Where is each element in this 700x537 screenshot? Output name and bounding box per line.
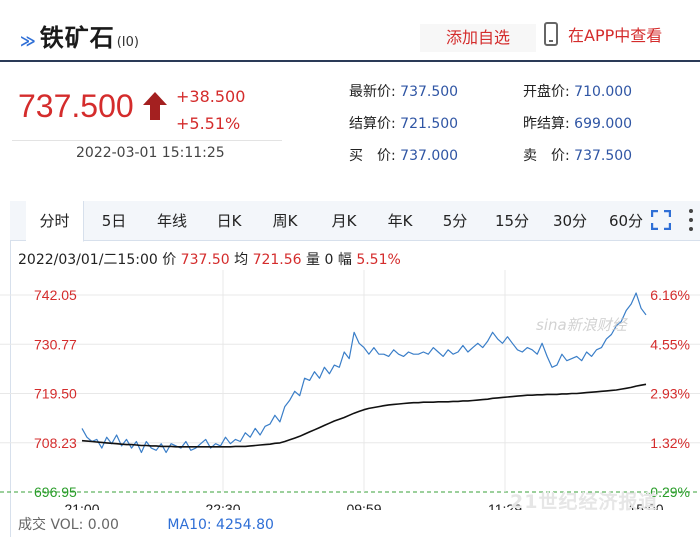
quote-timestamp: 2022-03-01 15:11:25 [76, 145, 225, 161]
more-icon[interactable] [688, 208, 694, 232]
last-price: 737.500 [18, 88, 134, 124]
stat-ask: 卖 价: 737.500 [523, 145, 632, 165]
stat-label: 卖 价: [523, 148, 570, 164]
stat-open: 开盘价: 710.000 [523, 81, 632, 101]
tab-monthly-k[interactable]: 月K [331, 212, 357, 230]
y-tick-right: 6.16% [650, 287, 690, 303]
add-favorite-button[interactable]: 添加自选 [420, 24, 536, 52]
stat-label: 最新价: [349, 84, 396, 100]
volume-info-line: 成交 VOL: 0.00 MA10: 4254.80 [18, 514, 274, 534]
stat-value: 737.500 [400, 84, 459, 100]
y-tick-left: 719.50 [34, 386, 77, 402]
y-tick-right: 2.93% [650, 386, 690, 402]
publisher-watermark: 21世纪经济报道 [510, 491, 659, 513]
sina-watermark: sina新浪财经 [536, 316, 627, 334]
tab-daily-k[interactable]: 日K [216, 212, 242, 230]
info-amp-label: 幅 [337, 252, 352, 268]
stat-bid: 买 价: 737.000 [349, 145, 458, 165]
y-tick-left: 730.77 [34, 336, 77, 352]
stat-label: 结算价: [349, 116, 396, 132]
info-price-label: 价 [162, 252, 177, 268]
header-bar: ≫ 铁矿石 (I0) 添加自选 在APP中查看 [0, 0, 700, 62]
open-app-label: 在APP中查看 [568, 26, 663, 45]
y-tick-right: -0.29% [646, 484, 690, 500]
stat-value: 737.500 [574, 148, 633, 164]
stat-prev-settle: 昨结算: 699.000 [523, 113, 632, 133]
tab-5day[interactable]: 5日 [101, 212, 127, 230]
stat-value: 737.000 [400, 148, 459, 164]
price-line [81, 292, 647, 454]
up-arrow-icon [143, 92, 167, 120]
cursor-info-line: 2022/03/01/二15:00 价 737.50 均 721.56 量 0 … [18, 249, 401, 269]
stat-label: 昨结算: [523, 116, 570, 132]
intraday-chart: 742.05 6.16% 730.77 4.55% 719.50 2.93% 708.23 1… [0, 270, 700, 510]
contract-code: (I0) [116, 35, 139, 50]
info-price: 737.50 [180, 252, 230, 268]
stat-latest: 最新价: 737.500 [349, 81, 458, 101]
x-tick-label: 21:00 [64, 501, 99, 510]
tab-30min[interactable]: 30分 [552, 212, 588, 230]
stat-value: 710.000 [574, 84, 633, 100]
info-avg-label: 均 [234, 252, 249, 268]
tab-intraday[interactable]: 分时 [26, 201, 84, 242]
avg-price-line [81, 383, 647, 448]
info-vol: 0 [324, 252, 334, 268]
quote-divider [12, 140, 282, 141]
volume-value: VOL: 0.00 [50, 517, 119, 533]
info-vol-label: 量 [306, 252, 321, 268]
x-tick-label: 22:30 [205, 501, 240, 510]
tab-weekly-k[interactable]: 周K [272, 212, 298, 230]
info-amp: 5.51% [356, 252, 401, 268]
info-date: 2022/03/01/二15:00 [18, 252, 158, 268]
phone-icon [544, 22, 558, 46]
y-tick-left: 708.23 [34, 435, 77, 451]
tab-5min[interactable]: 5分 [442, 212, 468, 230]
open-app-button[interactable]: 在APP中查看 [544, 22, 662, 46]
double-chevron-icon: ≫ [20, 32, 36, 50]
stat-settle: 结算价: 721.500 [349, 113, 458, 133]
period-tabs: 分时 5日 年线 日K 周K 月K 年K 5分 15分 30分 60分 [10, 201, 700, 242]
tab-15min[interactable]: 15分 [494, 212, 530, 230]
stat-value: 699.000 [574, 116, 633, 132]
info-avg: 721.56 [252, 252, 302, 268]
stat-value: 721.500 [400, 116, 459, 132]
stat-label: 买 价: [349, 148, 396, 164]
y-tick-left: 696.95 [34, 484, 77, 500]
tab-year-line[interactable]: 年线 [156, 212, 187, 230]
x-tick-label: 09:59 [346, 501, 381, 510]
tab-60min[interactable]: 60分 [608, 212, 644, 230]
y-tick-right: 1.32% [650, 435, 690, 451]
change-percent: +5.51% [176, 114, 241, 133]
change-amount: +38.500 [176, 87, 246, 106]
volume-title: 成交 [18, 517, 46, 533]
y-tick-right: 4.55% [650, 336, 690, 352]
stat-label: 开盘价: [523, 84, 570, 100]
ma10-value: MA10: 4254.80 [167, 517, 274, 533]
x-tick-label: 11:29 [488, 501, 522, 510]
fullscreen-icon[interactable] [651, 210, 671, 230]
tab-yearly-k[interactable]: 年K [387, 212, 413, 230]
x-tick-label: 15:00 [628, 501, 663, 510]
title-group: ≫ 铁矿石 (I0) [20, 18, 139, 53]
y-tick-left: 742.05 [34, 287, 77, 303]
page-title: 铁矿石 [39, 24, 115, 52]
